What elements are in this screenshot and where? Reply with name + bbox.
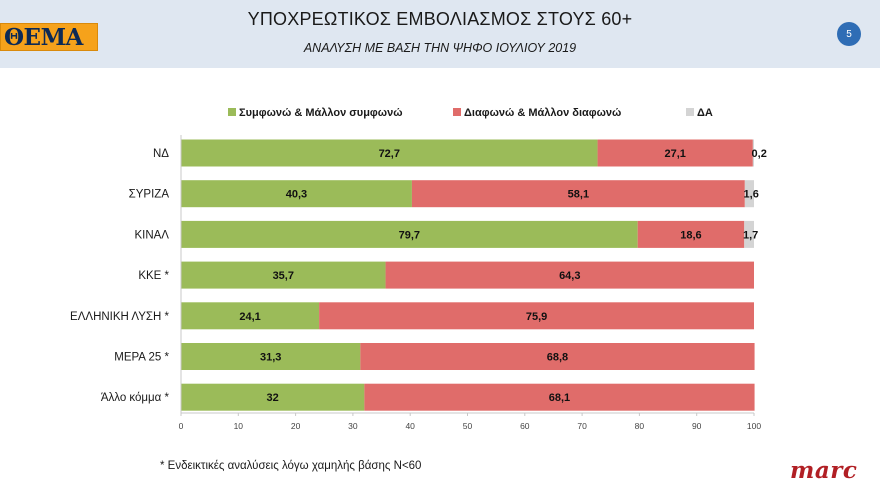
category-label: ΝΔ: [153, 148, 169, 160]
bar-segment: [637, 220, 745, 248]
category-label: ΣΥΡΙΖΑ: [129, 189, 170, 201]
brand-logo: marc: [790, 457, 858, 484]
x-tick-label: 50: [463, 421, 473, 431]
x-tick-label: 40: [405, 421, 415, 431]
bar-segment: [181, 302, 320, 330]
footnote: * Ενδεικτικές αναλύσεις λόγω χαμηλής βάσ…: [160, 460, 422, 472]
data-label: 1,7: [743, 229, 758, 241]
newspaper-logo: ΘΕΜΑ: [0, 23, 98, 51]
bar-segment: [181, 383, 365, 411]
stacked-bar-chart: Συμφωνώ & Μάλλον συμφωνώ Διαφωνώ & Μάλλον…: [70, 107, 767, 431]
legend-swatch: [453, 108, 461, 116]
bar-segment: [181, 180, 412, 208]
bar-segment: [744, 180, 754, 208]
data-label: 40,3: [286, 189, 307, 201]
x-tick-label: 80: [635, 421, 645, 431]
legend-label: Συμφωνώ & Μάλλον συμφωνώ: [239, 107, 403, 119]
x-tick-label: 10: [234, 421, 244, 431]
data-label: 27,1: [665, 148, 686, 160]
data-label: 79,7: [399, 229, 420, 241]
data-label: 32: [267, 392, 279, 404]
x-tick-label: 30: [348, 421, 358, 431]
data-label: 24,1: [239, 311, 260, 323]
logo-text: ΘΕΜΑ: [4, 23, 83, 51]
bar-segment: [752, 139, 754, 167]
x-tick-label: 60: [520, 421, 530, 431]
bar-segment: [319, 302, 754, 330]
data-label: 68,1: [549, 392, 570, 404]
bar-segment: [364, 383, 755, 411]
legend-swatch: [228, 108, 236, 116]
data-label: 68,8: [547, 352, 568, 364]
bar-segment: [385, 261, 754, 289]
slide-subtitle: ΑΝΑΛΥΣΗ ΜΕ ΒΑΣΗ ΤΗΝ ΨΗΦΟ ΙΟΥΛΙΟΥ 2019: [303, 41, 577, 55]
legend-label: Διαφωνώ & Μάλλον διαφωνώ: [464, 107, 621, 119]
bar-segment: [597, 139, 753, 167]
data-label: 35,7: [273, 270, 294, 282]
x-tick-label: 20: [291, 421, 301, 431]
header-band: ΘΕΜΑ ΥΠΟΧΡΕΩΤΙΚΟΣ ΕΜΒΟΛΙΑΣΜΟΣ ΣΤΟΥΣ 60+ …: [0, 0, 880, 68]
bar-segment: [744, 220, 754, 248]
data-label: 1,6: [744, 189, 759, 201]
legend-label: ΔΑ: [697, 107, 713, 119]
data-label: 72,7: [379, 148, 400, 160]
data-label: 58,1: [568, 189, 589, 201]
x-tick-label: 90: [692, 421, 702, 431]
bar-segment: [360, 343, 755, 370]
data-label: 75,9: [526, 311, 547, 323]
data-label: 31,3: [260, 352, 281, 364]
page-number-badge: 5: [837, 22, 861, 46]
category-label: ΜΕΡΑ 25 *: [114, 352, 169, 364]
x-tick-label: 0: [179, 421, 184, 431]
bar-segment: [181, 139, 598, 167]
bar-segment: [411, 180, 745, 208]
bar-segment: [181, 343, 361, 370]
category-label: ΚΚΕ *: [138, 270, 169, 282]
x-tick-label: 70: [577, 421, 587, 431]
data-label: 0,2: [752, 148, 767, 160]
bar-segment: [181, 261, 386, 289]
category-label: ΕΛΛΗΝΙΚΗ ΛΥΣΗ *: [70, 311, 169, 323]
slide-title: ΥΠΟΧΡΕΩΤΙΚΟΣ ΕΜΒΟΛΙΑΣΜΟΣ ΣΤΟΥΣ 60+: [247, 9, 633, 29]
x-tick-label: 100: [747, 421, 761, 431]
category-label: ΚΙΝΑΛ: [134, 229, 169, 241]
bar-segment: [181, 220, 638, 248]
data-label: 18,6: [680, 229, 701, 241]
category-label: Άλλο κόμμα *: [101, 392, 170, 404]
legend-swatch: [686, 108, 694, 116]
data-label: 64,3: [559, 270, 580, 282]
